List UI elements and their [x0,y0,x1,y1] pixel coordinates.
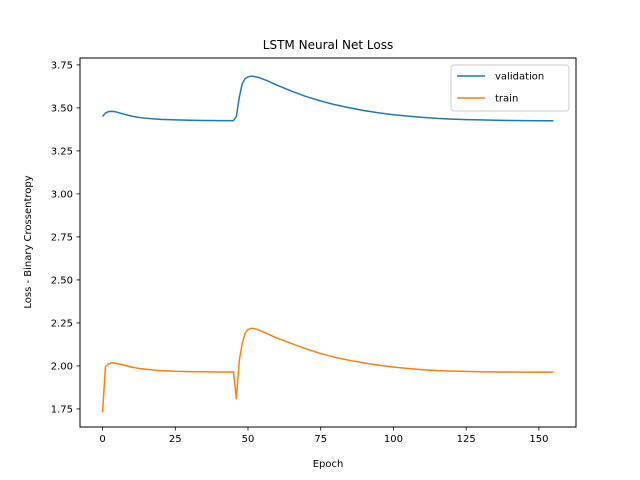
legend: validation train [450,64,570,112]
x-tick-label: 150 [529,434,548,445]
y-tick-label: 3.75 [51,60,73,71]
legend-label-train: train [495,94,518,105]
x-tick-label: 25 [169,434,182,445]
y-tick-label: 2.25 [51,318,73,329]
y-tick-label: 3.00 [51,189,73,200]
axes-frame [79,57,577,428]
y-tick-label: 3.50 [51,103,73,114]
axis-ticks: 0 25 50 75 100 125 150 1.75 2.00 2.25 2.50 2.75 3.00… [51,60,549,445]
legend-label-validation: validation [495,72,544,83]
x-tick-label: 75 [314,434,327,445]
x-axis-label: Epoch [313,459,344,470]
plot-area [101,75,554,413]
series-line-validation [101,75,554,122]
chart-title: LSTM Neural Net Loss [263,38,393,52]
y-tick-label: 2.00 [51,361,73,372]
y-tick-label: 2.75 [51,232,73,243]
x-tick-label: 50 [242,434,255,445]
y-tick-label: 2.50 [51,275,73,286]
y-tick-label: 3.25 [51,146,73,157]
series-line-train [101,327,554,413]
y-tick-label: 1.75 [51,404,73,415]
y-axis-label: Loss - Binary Crossentropy [23,175,34,308]
x-tick-label: 0 [99,434,105,445]
x-tick-label: 100 [384,434,403,445]
x-tick-label: 125 [457,434,476,445]
